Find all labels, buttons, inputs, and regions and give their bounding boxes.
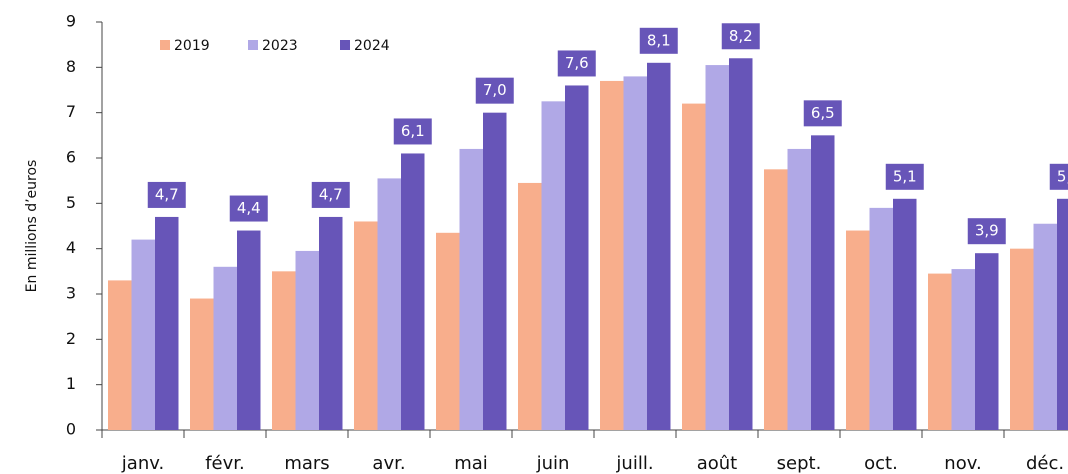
value-label-box	[1049, 163, 1068, 190]
value-label-box	[147, 181, 186, 208]
value-label: 7,0	[483, 81, 507, 99]
bar	[1057, 198, 1068, 430]
bar	[401, 153, 425, 430]
x-tick-label: déc.	[1026, 453, 1064, 474]
value-label-box	[803, 100, 842, 127]
x-tick-label: sept.	[777, 453, 822, 474]
bar	[190, 298, 214, 430]
value-label-box	[967, 218, 1006, 245]
value-label: 8,2	[729, 27, 753, 45]
bar	[647, 62, 671, 431]
bar	[295, 250, 319, 430]
bar	[354, 221, 378, 430]
value-label: 4,4	[237, 199, 261, 217]
value-label-box	[557, 50, 596, 77]
bar	[483, 112, 507, 431]
y-tick-label: 7	[66, 102, 76, 121]
bar	[565, 85, 589, 430]
legend-label: 2023	[262, 38, 298, 54]
value-label: 3,9	[975, 222, 999, 240]
bar	[272, 271, 296, 430]
y-tick-label: 6	[66, 148, 76, 167]
bar	[319, 216, 343, 430]
bar	[928, 273, 952, 430]
value-label-box	[229, 195, 268, 222]
value-label: 6,1	[401, 122, 425, 140]
bar	[377, 178, 401, 430]
legend-swatch	[160, 40, 170, 50]
bar	[436, 232, 460, 430]
value-label: 6,5	[811, 104, 835, 122]
x-tick-label: mars	[284, 453, 329, 474]
bar	[764, 169, 788, 431]
y-tick-label: 1	[66, 374, 76, 393]
bar	[237, 230, 261, 430]
bar	[213, 266, 237, 430]
x-tick-label: août	[697, 453, 738, 474]
value-label: 8,1	[647, 31, 671, 49]
value-label: 4,7	[319, 185, 343, 203]
legend-label: 2024	[354, 38, 390, 54]
bar	[1010, 248, 1034, 430]
bar	[705, 65, 729, 431]
x-tick-label: mai	[454, 453, 488, 474]
legend-swatch	[340, 40, 350, 50]
y-tick-label: 8	[66, 57, 76, 76]
x-tick-label: janv.	[121, 453, 164, 474]
y-tick-label: 9	[66, 12, 76, 31]
bar	[811, 135, 835, 431]
value-label-box	[475, 77, 514, 104]
bar	[729, 58, 753, 431]
bar	[541, 101, 565, 430]
x-tick-label: juin	[536, 453, 570, 474]
bar	[682, 103, 706, 430]
bar	[975, 253, 999, 430]
bar	[108, 280, 132, 430]
bar	[518, 182, 542, 430]
bar	[893, 198, 917, 430]
bar	[600, 80, 624, 430]
y-tick-label: 4	[66, 238, 76, 257]
value-label-box	[885, 163, 924, 190]
value-label: 5,1	[893, 167, 917, 185]
legend-label: 2019	[174, 38, 210, 54]
bar	[951, 269, 975, 430]
bar	[131, 239, 155, 430]
y-axis-label: En millions d’euros	[24, 160, 40, 293]
y-tick-label: 0	[66, 420, 76, 439]
value-label: 7,6	[565, 54, 589, 72]
x-tick-label: avr.	[372, 453, 405, 474]
x-tick-label: févr.	[205, 453, 245, 474]
value-label: 5,1	[1057, 167, 1068, 185]
bar	[869, 207, 893, 430]
bar	[155, 216, 179, 430]
x-tick-label: oct.	[864, 453, 898, 474]
value-label-box	[639, 27, 678, 54]
bar	[623, 76, 647, 431]
x-tick-label: nov.	[944, 453, 981, 474]
value-label: 4,7	[155, 185, 179, 203]
y-tick-label: 3	[66, 284, 76, 303]
y-tick-label: 5	[66, 193, 76, 212]
x-tick-label: juill.	[615, 453, 653, 474]
bar	[787, 148, 811, 430]
value-label-box	[393, 118, 432, 145]
y-tick-label: 2	[66, 329, 76, 348]
bar	[846, 230, 870, 430]
legend-swatch	[248, 40, 258, 50]
value-label-box	[311, 181, 350, 208]
bar	[459, 148, 483, 430]
bar	[1033, 223, 1057, 430]
value-label-box	[721, 23, 760, 50]
